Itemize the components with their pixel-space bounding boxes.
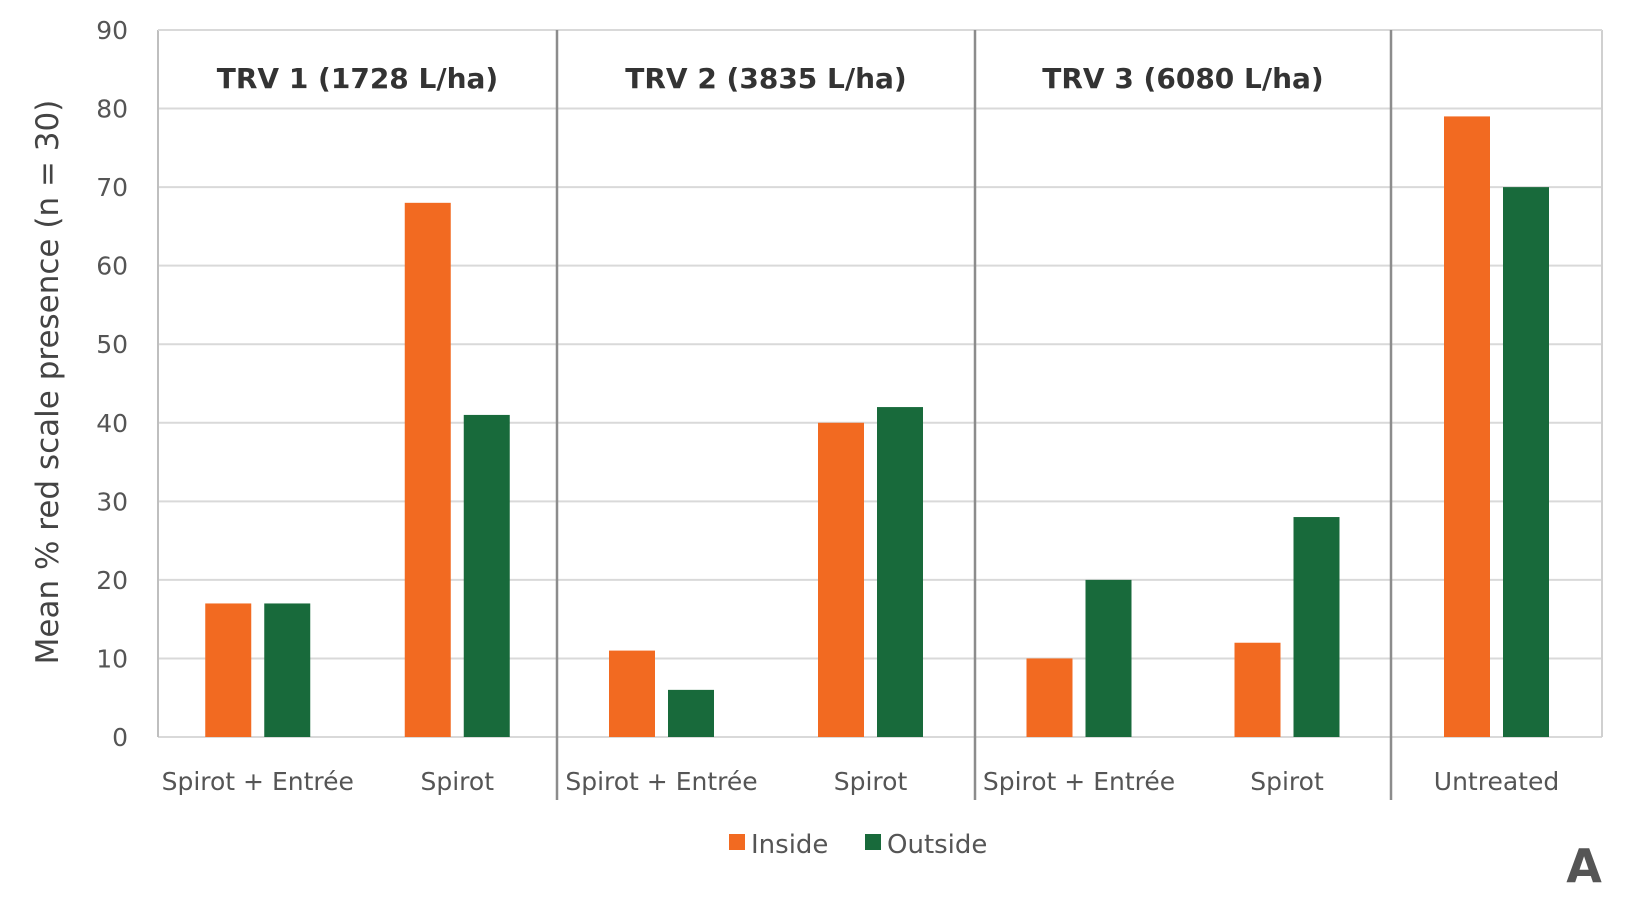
x-label-trv3-2: Spirot	[1250, 767, 1324, 796]
x-label-trv1-1: Spirot + Entrée	[162, 767, 354, 796]
y-tick-label-80: 80	[96, 95, 128, 124]
y-tick-label-60: 60	[96, 252, 128, 281]
y-axis-label: Mean % red scale presence (n = 30)	[30, 100, 66, 665]
legend-swatch-outside	[865, 834, 881, 850]
bar-trv2-2-outside	[877, 407, 923, 737]
y-tick-label-0: 0	[112, 723, 128, 752]
panel-title-trv1: TRV 1 (1728 L/ha)	[217, 62, 498, 95]
bar-trv1-1-outside	[264, 603, 311, 737]
x-label-untreated-1: Untreated	[1434, 767, 1559, 796]
bar-trv3-1-outside	[1085, 579, 1132, 737]
legend-label-inside: Inside	[751, 830, 828, 860]
legend-label-outside: Outside	[887, 830, 987, 860]
bar-trv2-1-inside	[609, 650, 655, 737]
panel-letter: A	[1566, 839, 1602, 893]
y-tick-label-40: 40	[96, 409, 128, 438]
bar-trv3-2-outside	[1293, 517, 1340, 737]
y-tick-label-50: 50	[96, 330, 128, 359]
bar-trv2-1-outside	[668, 689, 714, 737]
y-tick-label-30: 30	[96, 487, 128, 516]
bar-trv2-2-inside	[818, 422, 864, 737]
panel-titles: TRV 1 (1728 L/ha) TRV 2 (3835 L/ha) TRV 3 …	[217, 62, 1324, 95]
legend-swatch-inside	[729, 834, 745, 850]
bar-trv3-2-inside	[1234, 642, 1281, 737]
y-tick-label-10: 10	[96, 644, 128, 673]
legend: Inside Outside	[729, 830, 987, 860]
bar-trv1-2-inside	[404, 202, 451, 738]
y-tick-label-90: 90	[96, 16, 128, 45]
bars	[205, 116, 1549, 738]
x-label-trv3-1: Spirot + Entrée	[983, 767, 1175, 796]
panel-dividers	[157, 29, 1603, 800]
y-axis-ticks: 0 10 20 30 40 50 60 70 80 90	[96, 16, 128, 752]
panel-title-trv2: TRV 2 (3835 L/ha)	[625, 62, 906, 95]
x-label-trv2-2: Spirot	[834, 767, 908, 796]
bar-untreated-1-outside	[1503, 187, 1549, 738]
y-tick-label-20: 20	[96, 566, 128, 595]
bar-untreated-1-inside	[1444, 116, 1490, 737]
x-axis-labels: Spirot + Entrée Spirot Spirot + Entrée Spir…	[162, 767, 1560, 796]
x-label-trv1-2: Spirot	[420, 767, 494, 796]
panel-title-trv3: TRV 3 (6080 L/ha)	[1042, 62, 1323, 95]
y-tick-label-70: 70	[96, 173, 128, 202]
x-label-trv2-1: Spirot + Entrée	[565, 767, 757, 796]
bar-trv1-2-outside	[463, 414, 510, 737]
bar-trv1-1-inside	[205, 603, 252, 737]
bar-trv3-1-inside	[1026, 658, 1073, 737]
